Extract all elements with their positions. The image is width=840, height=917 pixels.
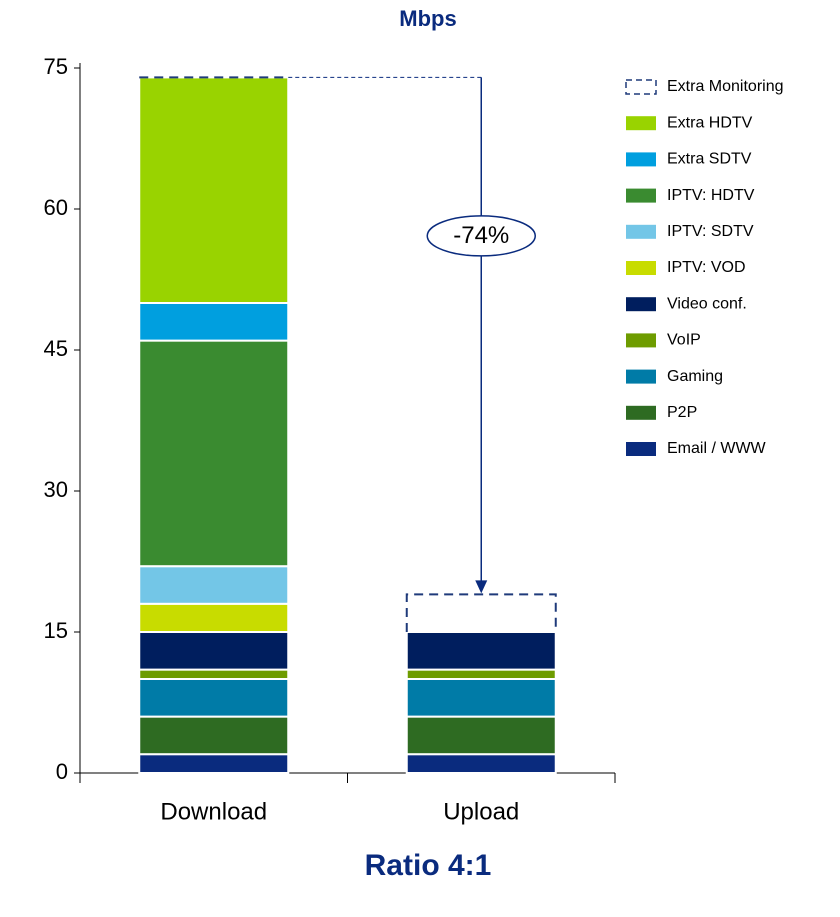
legend-swatch [626, 116, 656, 131]
bar-segment [405, 678, 557, 718]
legend-swatch [626, 405, 656, 420]
bar-segment [405, 668, 557, 680]
bar-segment [138, 602, 290, 633]
legend-swatch [626, 224, 656, 239]
bar-segment [138, 339, 290, 568]
legend-label: Video conf. [667, 295, 747, 312]
chart-title: Mbps [399, 6, 456, 31]
bar-segment [138, 715, 290, 756]
y-tick-label: 75 [44, 54, 68, 79]
y-tick-label: 45 [44, 336, 68, 361]
legend-label: VoIP [667, 332, 701, 349]
legend-label: IPTV: VOD [667, 259, 746, 276]
legend-label: Extra Monitoring [667, 78, 784, 95]
bar-segment [138, 678, 290, 718]
arrow-head [475, 580, 488, 594]
footer: Ratio 4:1 [365, 849, 492, 882]
bar-segment [138, 302, 290, 342]
y-tick-label: 60 [44, 195, 68, 220]
legend-label: Extra SDTV [667, 151, 752, 168]
x-tick-label: Download [160, 798, 267, 825]
legend-label: Extra HDTV [667, 114, 753, 131]
legend-swatch [625, 79, 657, 95]
legend-swatch [626, 369, 656, 384]
y-tick-label: 30 [44, 477, 68, 502]
x-tick-label: Upload [443, 798, 519, 825]
legend-label: IPTV: SDTV [667, 223, 754, 240]
legend-label: IPTV: HDTV [667, 187, 755, 204]
bar-segment [138, 631, 290, 671]
legend-swatch [626, 297, 656, 312]
annotation: -74% [453, 222, 509, 249]
legend-swatch [626, 188, 656, 203]
bar-segment [405, 593, 557, 632]
bar-segment [138, 753, 290, 775]
legend-swatch [626, 261, 656, 275]
legend-swatch [626, 152, 656, 167]
bar-segment [405, 753, 557, 775]
legend-swatch [626, 442, 656, 456]
bar-segment [138, 565, 290, 605]
y-tick-label: 15 [44, 618, 68, 643]
annotation-ellipse [426, 215, 536, 257]
legend-label: Email / WWW [667, 440, 767, 457]
legend-label: Gaming [667, 368, 723, 385]
bar-segment [405, 631, 557, 671]
legend-label: P2P [667, 404, 697, 421]
y-tick-label: 0 [56, 759, 68, 784]
legend-swatch [626, 333, 656, 348]
bar-segment [138, 668, 290, 680]
bar-segment [138, 76, 290, 305]
bar-segment [405, 715, 557, 756]
